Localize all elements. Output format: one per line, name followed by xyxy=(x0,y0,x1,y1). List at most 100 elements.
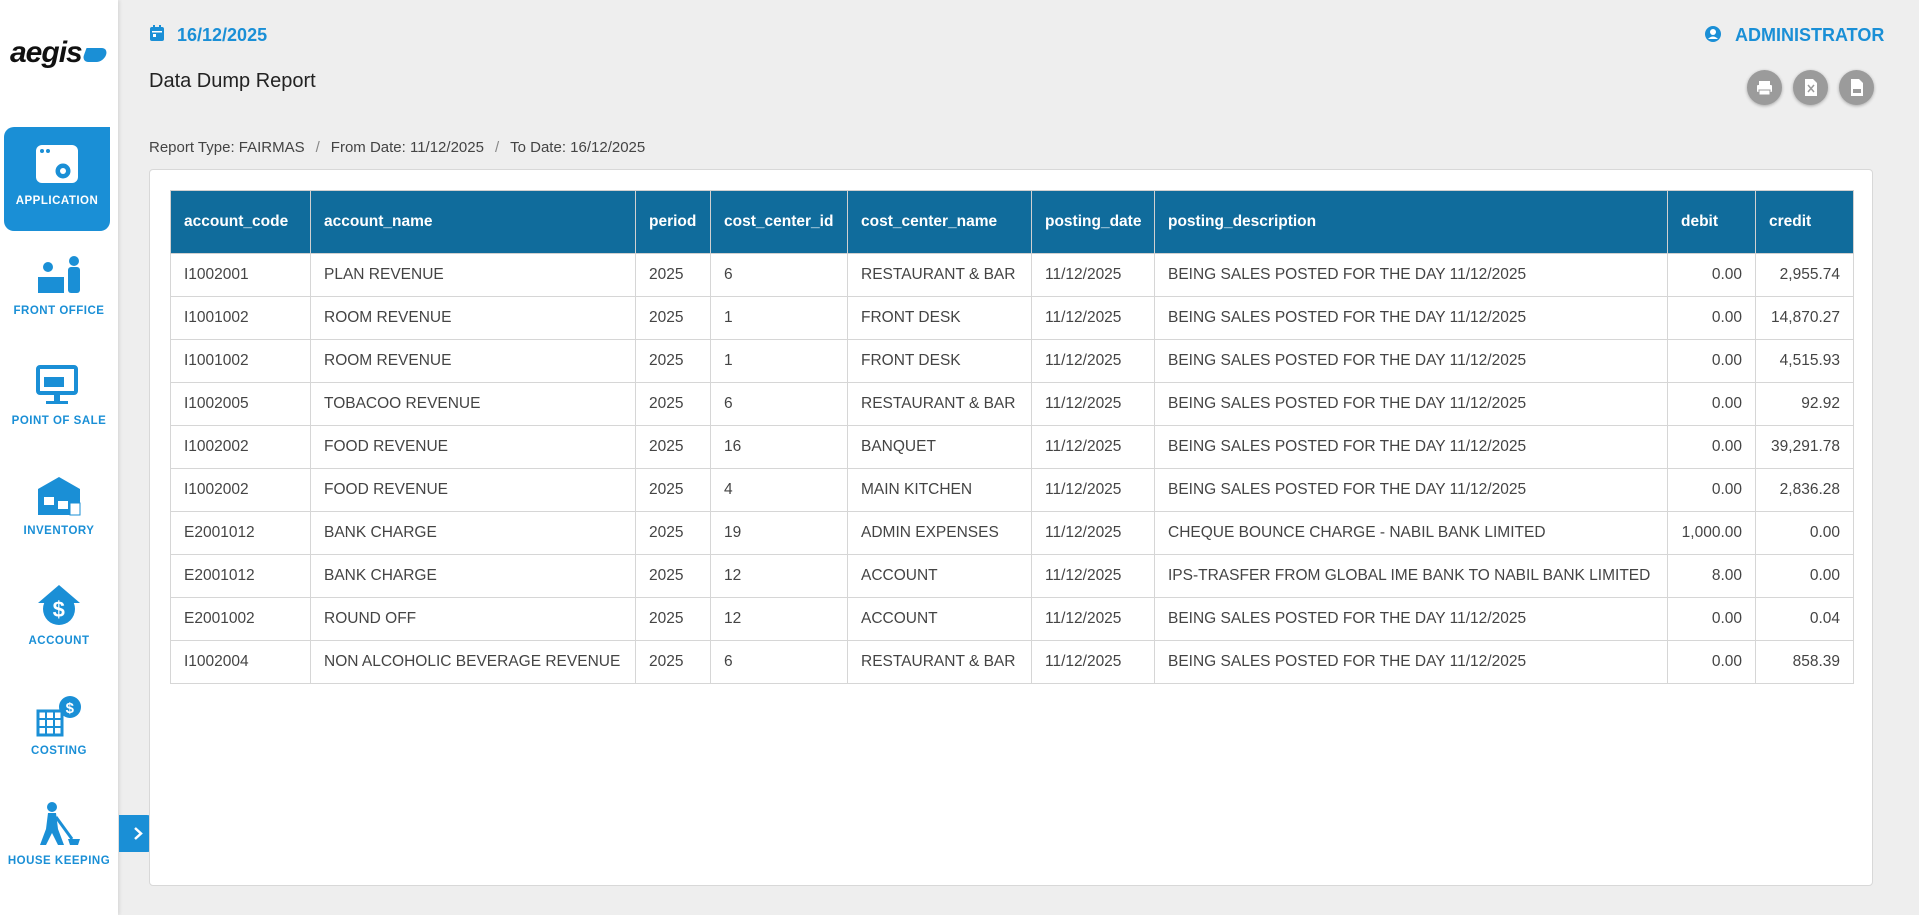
breadcrumb-item: From Date: 11/12/2025 xyxy=(330,139,484,156)
report-table: account_code account_name period cost_cente… xyxy=(170,190,1854,684)
nav-icon: $ xyxy=(36,696,81,737)
table-cell: BANQUET xyxy=(847,425,1032,469)
table-row: I1002002 FOOD REVENUE 2025 4 MAIN KITCHEN 11/… xyxy=(170,468,1854,512)
table-cell: 1 xyxy=(710,296,848,340)
table-cell: ROOM REVENUE xyxy=(310,296,636,340)
calendar-icon xyxy=(150,25,164,41)
table-cell: CHEQUE BOUNCE CHARGE - NABIL BANK LIMITE… xyxy=(1154,511,1668,555)
page-title: Data Dump Report xyxy=(149,70,316,92)
breadcrumb-item: To Date: 16/12/2025 xyxy=(510,139,646,156)
table-cell: RESTAURANT & BAR xyxy=(847,382,1032,426)
nav-icon xyxy=(36,365,78,404)
table-cell: BEING SALES POSTED FOR THE DAY 11/12/202… xyxy=(1154,597,1668,641)
table-cell: 14,870.27 xyxy=(1755,296,1854,340)
nav-item[interactable]: POINT OF SALE xyxy=(0,347,118,451)
table-row: I1002005 TOBACOO REVENUE 2025 6 RESTAURANT &… xyxy=(170,382,1854,426)
table-row: E2001012 BANK CHARGE 2025 19 ADMIN EXPENSES 1… xyxy=(170,511,1854,555)
table-cell: 1,000.00 xyxy=(1667,511,1756,555)
table-cell: 6 xyxy=(710,253,848,297)
table-cell: 2025 xyxy=(635,382,711,426)
nav-item[interactable]: INVENTORY xyxy=(0,457,118,561)
table-cell: 12 xyxy=(710,597,848,641)
svg-text:$: $ xyxy=(66,700,75,717)
nav-label: POINT OF SALE xyxy=(11,415,107,427)
breadcrumb: Report Type: FAIRMAS / From Date: 11/12/20… xyxy=(149,139,645,156)
column-header: account_name xyxy=(310,190,636,254)
nav-item[interactable]: HOUSE KEEPING xyxy=(0,787,118,891)
table-cell: 1 xyxy=(710,339,848,383)
nav-item[interactable]: $ ACCOUNT xyxy=(0,567,118,671)
print-button[interactable] xyxy=(1747,70,1782,105)
svg-text:$: $ xyxy=(53,597,66,622)
column-header: cost_center_id xyxy=(710,190,848,254)
main: 16/12/2025 ADMINISTRATOR Data Dump Repor… xyxy=(118,0,1919,915)
nav-icon xyxy=(38,256,80,293)
nav-item[interactable]: FRONT OFFICE xyxy=(0,237,118,341)
table-cell: 11/12/2025 xyxy=(1031,253,1155,297)
table-cell: TOBACOO REVENUE xyxy=(310,382,636,426)
table-cell: 11/12/2025 xyxy=(1031,597,1155,641)
table-row: E2001012 BANK CHARGE 2025 12 ACCOUNT 11/12/20… xyxy=(170,554,1854,598)
table-cell: ADMIN EXPENSES xyxy=(847,511,1032,555)
nav-icon: $ xyxy=(38,585,80,625)
table-row: I1001002 ROOM REVENUE 2025 1 FRONT DESK 11/12… xyxy=(170,296,1854,340)
table-cell: 858.39 xyxy=(1755,640,1854,684)
table-row: I1002004 NON ALCOHOLIC BEVERAGE REVENUE 20… xyxy=(170,640,1854,684)
table-cell: 11/12/2025 xyxy=(1031,468,1155,512)
table-cell: 0.00 xyxy=(1755,554,1854,598)
table-row: I1002002 FOOD REVENUE 2025 16 BANQUET 11/12/2… xyxy=(170,425,1854,469)
table-cell: 11/12/2025 xyxy=(1031,554,1155,598)
table-cell: E2001002 xyxy=(170,597,311,641)
column-header: account_code xyxy=(170,190,311,254)
table-cell: 0.04 xyxy=(1755,597,1854,641)
table-cell: I1001002 xyxy=(170,339,311,383)
csv-button[interactable] xyxy=(1839,70,1874,105)
table-cell: 2025 xyxy=(635,468,711,512)
breadcrumb-item: Report Type: FAIRMAS xyxy=(149,139,305,156)
user-icon xyxy=(1705,26,1721,42)
table-cell: 0.00 xyxy=(1667,339,1756,383)
table-cell: I1002002 xyxy=(170,468,311,512)
nav-label: FRONT OFFICE xyxy=(13,305,105,317)
table-cell: FOOD REVENUE xyxy=(310,468,636,512)
table-cell: 12 xyxy=(710,554,848,598)
table-row: I1001002 ROOM REVENUE 2025 1 FRONT DESK 11/12… xyxy=(170,339,1854,383)
table-cell: 11/12/2025 xyxy=(1031,511,1155,555)
table-cell: 11/12/2025 xyxy=(1031,339,1155,383)
table-cell: ROUND OFF xyxy=(310,597,636,641)
column-header: posting_date xyxy=(1031,190,1155,254)
nav-label: HOUSE KEEPING xyxy=(7,855,111,867)
table-cell: FRONT DESK xyxy=(847,296,1032,340)
table-cell: ROOM REVENUE xyxy=(310,339,636,383)
nav-label: APPLICATION xyxy=(15,195,99,207)
column-header: cost_center_name xyxy=(847,190,1032,254)
user-name[interactable]: ADMINISTRATOR xyxy=(1735,25,1885,45)
table-cell: 8.00 xyxy=(1667,554,1756,598)
excel-button[interactable] xyxy=(1793,70,1828,105)
table-cell: RESTAURANT & BAR xyxy=(847,253,1032,297)
table-cell: 0.00 xyxy=(1667,253,1756,297)
table-cell: 0.00 xyxy=(1667,296,1756,340)
table-cell: BEING SALES POSTED FOR THE DAY 11/12/202… xyxy=(1154,253,1668,297)
table-cell: 2,955.74 xyxy=(1755,253,1854,297)
table-row: E2001002 ROUND OFF 2025 12 ACCOUNT 11/12/2025… xyxy=(170,597,1854,641)
table-cell: I1002004 xyxy=(170,640,311,684)
table-cell: E2001012 xyxy=(170,554,311,598)
nav-icon xyxy=(38,477,81,516)
table-cell: 4 xyxy=(710,468,848,512)
table-cell: 39,291.78 xyxy=(1755,425,1854,469)
table-cell: E2001012 xyxy=(170,511,311,555)
logo: aegis xyxy=(10,36,109,70)
table-cell: 92.92 xyxy=(1755,382,1854,426)
table-cell: 6 xyxy=(710,640,848,684)
table-cell: ACCOUNT xyxy=(847,597,1032,641)
table-cell: BEING SALES POSTED FOR THE DAY 11/12/202… xyxy=(1154,339,1668,383)
nav-item[interactable]: $ COSTING xyxy=(0,677,118,781)
nav-item[interactable]: APPLICATION xyxy=(4,127,110,231)
table-cell: 2025 xyxy=(635,253,711,297)
report-card: account_code account_name period cost_cente… xyxy=(149,169,1873,886)
table-cell: BEING SALES POSTED FOR THE DAY 11/12/202… xyxy=(1154,296,1668,340)
table-cell: 2025 xyxy=(635,640,711,684)
table-cell: 2025 xyxy=(635,339,711,383)
